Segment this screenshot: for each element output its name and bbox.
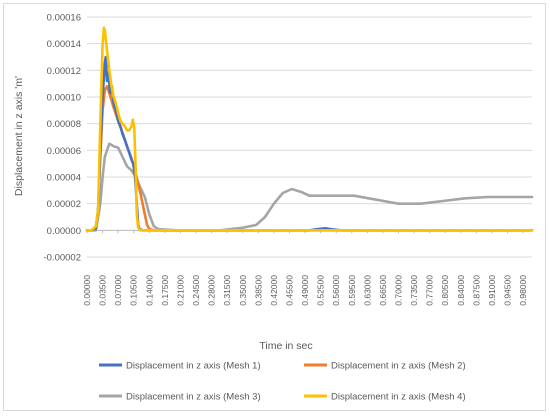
x-tick-label: 0.63000 (362, 275, 372, 306)
x-tick-label: 0.52500 (316, 275, 326, 306)
series-line-mesh-1 (85, 55, 534, 232)
x-axis-title: Time in sec (259, 340, 312, 352)
x-tick-label: 0.03500 (98, 275, 108, 306)
x-tick-label: 0.14000 (144, 275, 154, 306)
x-tick-label: 0.98000 (518, 275, 528, 306)
x-tick-label: 0.42000 (269, 275, 279, 306)
chart-frame: -0.00002 0.00000 0.00002 0.00004 0.00006 0.00… (3, 3, 546, 411)
x-tick-label: 0.24500 (191, 275, 201, 306)
x-tick-label: 0.28000 (207, 275, 217, 306)
x-tick-label: 0.31500 (222, 275, 232, 306)
y-tick-label: 0.00014 (47, 39, 81, 50)
series-line-mesh-2 (85, 85, 534, 232)
legend: Displacement in z axis (Mesh 1) Displacem… (99, 361, 466, 403)
x-tick-label: 0.17500 (160, 275, 170, 306)
x-axis-ticks: 0.00000 0.03500 0.07000 0.10500 0.14000 0.175… (82, 230, 528, 306)
x-tick-label: 0.59500 (347, 275, 357, 306)
y-tick-label: 0.00010 (47, 93, 81, 104)
x-tick-label: 0.21000 (175, 275, 185, 306)
y-tick-label: 0.00016 (47, 13, 81, 24)
x-tick-label: 0.35000 (238, 275, 248, 306)
y-axis-title: Displacement in z axis 'm' (13, 76, 25, 196)
y-axis-ticks: -0.00002 0.00000 0.00002 0.00004 0.00006 0.00… (43, 13, 81, 264)
gridlines (87, 16, 532, 258)
legend-label-mesh-4: Displacement in z axis (Mesh 4) (331, 392, 466, 403)
x-tick-label: 0.66500 (378, 275, 388, 306)
series-line-mesh-4 (85, 26, 534, 232)
x-tick-label: 0.00000 (82, 275, 92, 306)
x-tick-label: 0.70000 (394, 275, 404, 306)
y-tick-label: 0.00008 (47, 119, 81, 130)
x-tick-label: 0.10500 (129, 275, 139, 306)
x-tick-label: 0.80500 (440, 275, 450, 306)
series-line-mesh-3 (85, 142, 534, 232)
x-tick-label: 0.49000 (300, 275, 310, 306)
x-tick-label: 0.73500 (409, 275, 419, 306)
x-tick-label: 0.38500 (253, 275, 263, 306)
x-tick-label: 0.07000 (113, 275, 123, 306)
legend-label-mesh-3: Displacement in z axis (Mesh 3) (126, 392, 261, 403)
x-tick-label: 0.87500 (471, 275, 481, 306)
y-tick-label: 0.00006 (47, 146, 81, 157)
y-tick-label: 0.00012 (47, 66, 81, 77)
legend-label-mesh-2: Displacement in z axis (Mesh 2) (331, 361, 466, 372)
series-lines (85, 26, 534, 232)
x-tick-label: 0.56000 (331, 275, 341, 306)
y-tick-label: -0.00002 (43, 253, 81, 264)
y-tick-label: 0.00002 (47, 199, 81, 210)
y-tick-label: 0.00004 (47, 173, 81, 184)
x-tick-label: 0.77000 (425, 275, 435, 306)
y-tick-label: 0.00000 (47, 226, 81, 237)
x-tick-label: 0.94500 (503, 275, 513, 306)
x-tick-label: 0.84000 (456, 275, 466, 306)
x-tick-label: 0.45500 (284, 275, 294, 306)
x-tick-label: 0.91000 (487, 275, 497, 306)
legend-label-mesh-1: Displacement in z axis (Mesh 1) (126, 361, 261, 372)
line-chart: -0.00002 0.00000 0.00002 0.00004 0.00006 0.00… (13, 13, 534, 403)
